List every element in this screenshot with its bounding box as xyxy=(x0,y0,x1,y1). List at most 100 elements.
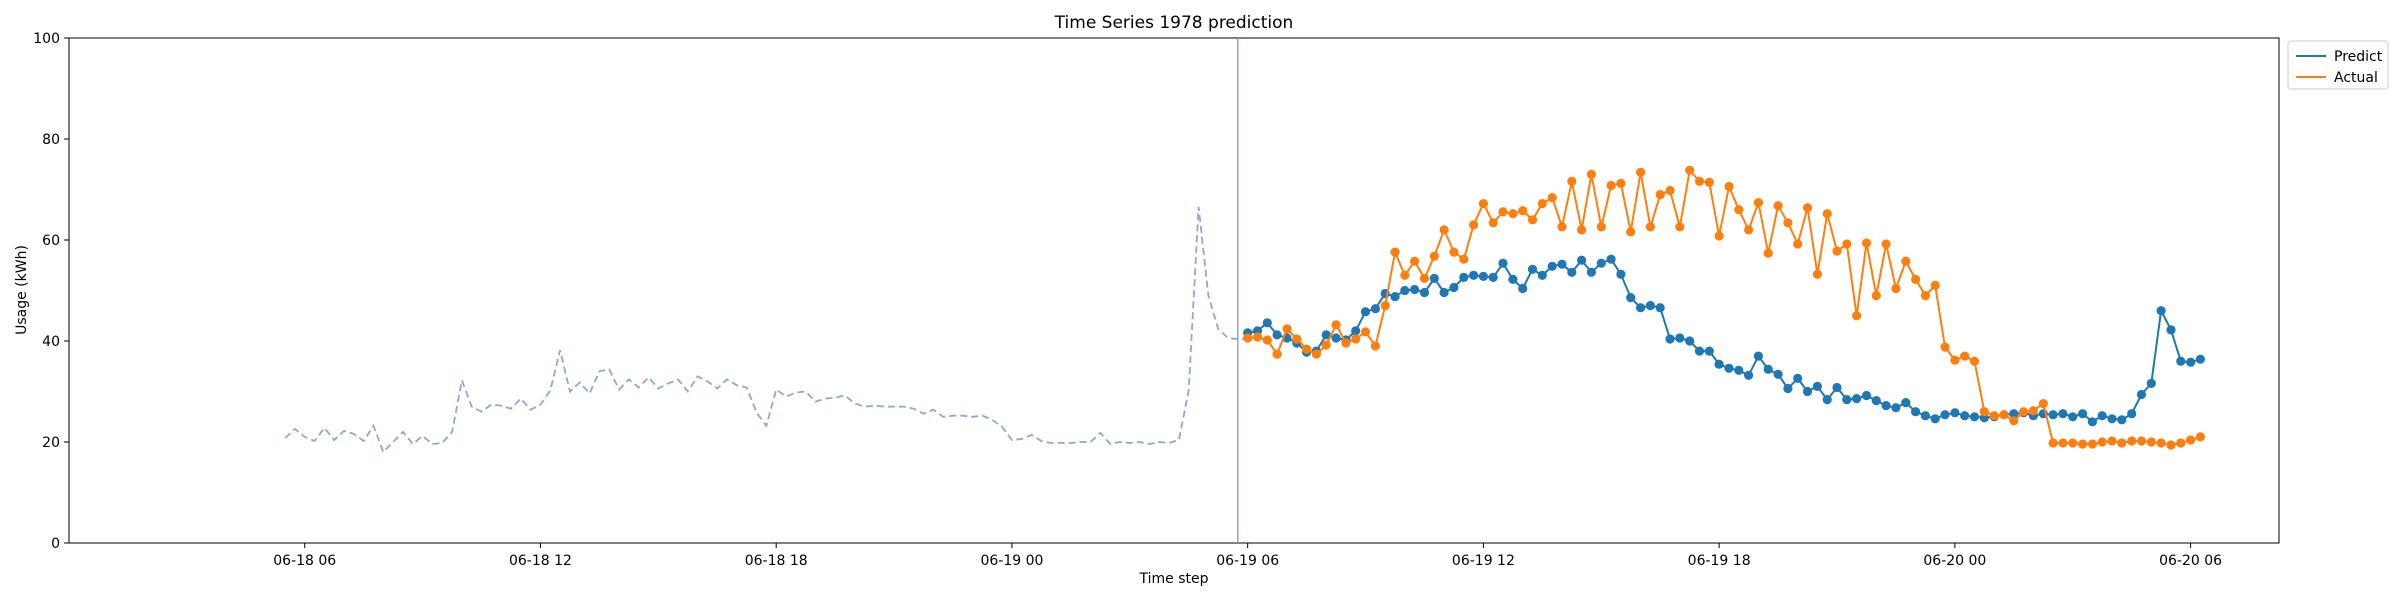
predict-point xyxy=(1969,412,1980,422)
chart-title: Time Series 1978 prediction xyxy=(1054,13,1294,33)
x-tick-label: 06-19 18 xyxy=(1688,553,1751,569)
predict-point xyxy=(1675,333,1685,343)
actual-point xyxy=(1567,176,1577,186)
predict-point xyxy=(1272,330,1282,340)
predict-point xyxy=(1390,292,1400,302)
actual-point xyxy=(1498,207,1508,217)
predict-point xyxy=(1832,382,1842,393)
legend-label-actual: Actual xyxy=(2334,70,2378,86)
actual-point xyxy=(1694,176,1705,186)
history-line xyxy=(284,206,1258,454)
predict-point xyxy=(2127,409,2137,419)
actual-point xyxy=(1675,222,1685,232)
actual-point xyxy=(1842,239,1852,249)
predict-point xyxy=(1911,407,1921,417)
predict-point xyxy=(1636,303,1646,313)
actual-point xyxy=(1734,205,1744,215)
actual-point xyxy=(2038,399,2048,409)
actual-point xyxy=(1577,225,1587,235)
predict-point xyxy=(1842,395,1852,405)
predict-point xyxy=(1449,282,1459,293)
predict-point xyxy=(1360,307,1371,317)
actual-point xyxy=(1282,324,1292,334)
actual-point xyxy=(2146,437,2156,447)
x-tick-label: 06-19 06 xyxy=(1216,553,1279,569)
predict-point xyxy=(2097,411,2107,421)
predict-point xyxy=(2078,409,2088,419)
actual-point xyxy=(1547,193,1557,203)
actual-point xyxy=(1360,327,1371,337)
actual-point xyxy=(1478,199,1488,209)
actual-point xyxy=(1527,215,1538,225)
actual-point xyxy=(1331,320,1341,330)
predict-point xyxy=(1439,287,1449,298)
predict-point xyxy=(2176,356,2186,366)
actual-point xyxy=(1989,411,1999,421)
actual-point xyxy=(1459,254,1469,264)
actual-point xyxy=(1950,355,1960,365)
actual-point xyxy=(1645,222,1655,232)
predict-point xyxy=(1763,364,1773,374)
actual-point xyxy=(1626,227,1636,237)
actual-point xyxy=(1292,334,1302,344)
predict-point xyxy=(1950,408,1960,418)
y-tick-label: 40 xyxy=(42,334,60,350)
predict-point xyxy=(1400,285,1410,296)
actual-point xyxy=(1370,341,1380,351)
actual-point xyxy=(1606,180,1616,191)
series-layer xyxy=(284,38,2205,543)
predict-point xyxy=(1714,359,1724,369)
x-tick-label: 06-18 06 xyxy=(273,553,336,569)
predict-point xyxy=(1321,330,1331,340)
predict-point xyxy=(2136,389,2147,400)
predict-point xyxy=(2186,357,2196,367)
actual-point xyxy=(2176,438,2186,448)
predict-point xyxy=(1577,255,1587,265)
predict-point xyxy=(1527,264,1538,274)
actual-point xyxy=(1439,225,1449,235)
predict-point xyxy=(1616,269,1626,279)
actual-point xyxy=(1321,340,1331,350)
predict-point xyxy=(1429,273,1439,283)
y-tick-label: 80 xyxy=(42,132,60,148)
actual-point xyxy=(1999,410,2009,420)
actual-point xyxy=(1636,167,1646,177)
actual-point xyxy=(2028,406,2038,416)
actual-point xyxy=(2127,436,2137,446)
actual-point xyxy=(1419,273,1430,283)
actual-point xyxy=(2087,439,2097,449)
predict-point xyxy=(2146,378,2156,388)
actual-point xyxy=(1488,218,1498,228)
predict-point xyxy=(1793,373,1803,383)
predict-point xyxy=(1351,326,1361,336)
actual-point xyxy=(1783,218,1793,228)
predict-point xyxy=(1734,365,1744,375)
predict-point xyxy=(1557,259,1567,269)
predict-point xyxy=(2068,412,2078,422)
actual-point xyxy=(1616,178,1626,188)
predict-point xyxy=(1370,304,1380,314)
predict-point xyxy=(1459,272,1469,282)
x-axis: 06-18 06 06-18 12 06-18 18 06-19 00 06-19 06… xyxy=(273,543,2222,569)
predict-point xyxy=(1567,267,1577,277)
actual-point xyxy=(1763,248,1773,258)
x-tick-label: 06-18 12 xyxy=(509,553,572,569)
actual-point xyxy=(1311,349,1321,359)
legend: Predict Actual xyxy=(2287,40,2389,90)
actual-point xyxy=(2048,438,2058,448)
y-axis-label: Usage (kWh) xyxy=(14,245,30,335)
predict-point xyxy=(2087,417,2097,427)
predict-point xyxy=(1508,274,1518,284)
actual-point xyxy=(1704,177,1714,187)
predict-point xyxy=(1852,394,1862,404)
actual-point xyxy=(1449,247,1459,257)
actual-point xyxy=(1852,311,1862,321)
predict-point xyxy=(1596,258,1606,268)
predict-point xyxy=(1331,333,1341,343)
actual-point xyxy=(1380,301,1390,311)
actual-point xyxy=(1832,246,1842,256)
predict-point xyxy=(1469,270,1479,280)
predict-point xyxy=(1891,403,1901,413)
y-axis: 0 20 40 60 80 100 xyxy=(33,31,69,552)
